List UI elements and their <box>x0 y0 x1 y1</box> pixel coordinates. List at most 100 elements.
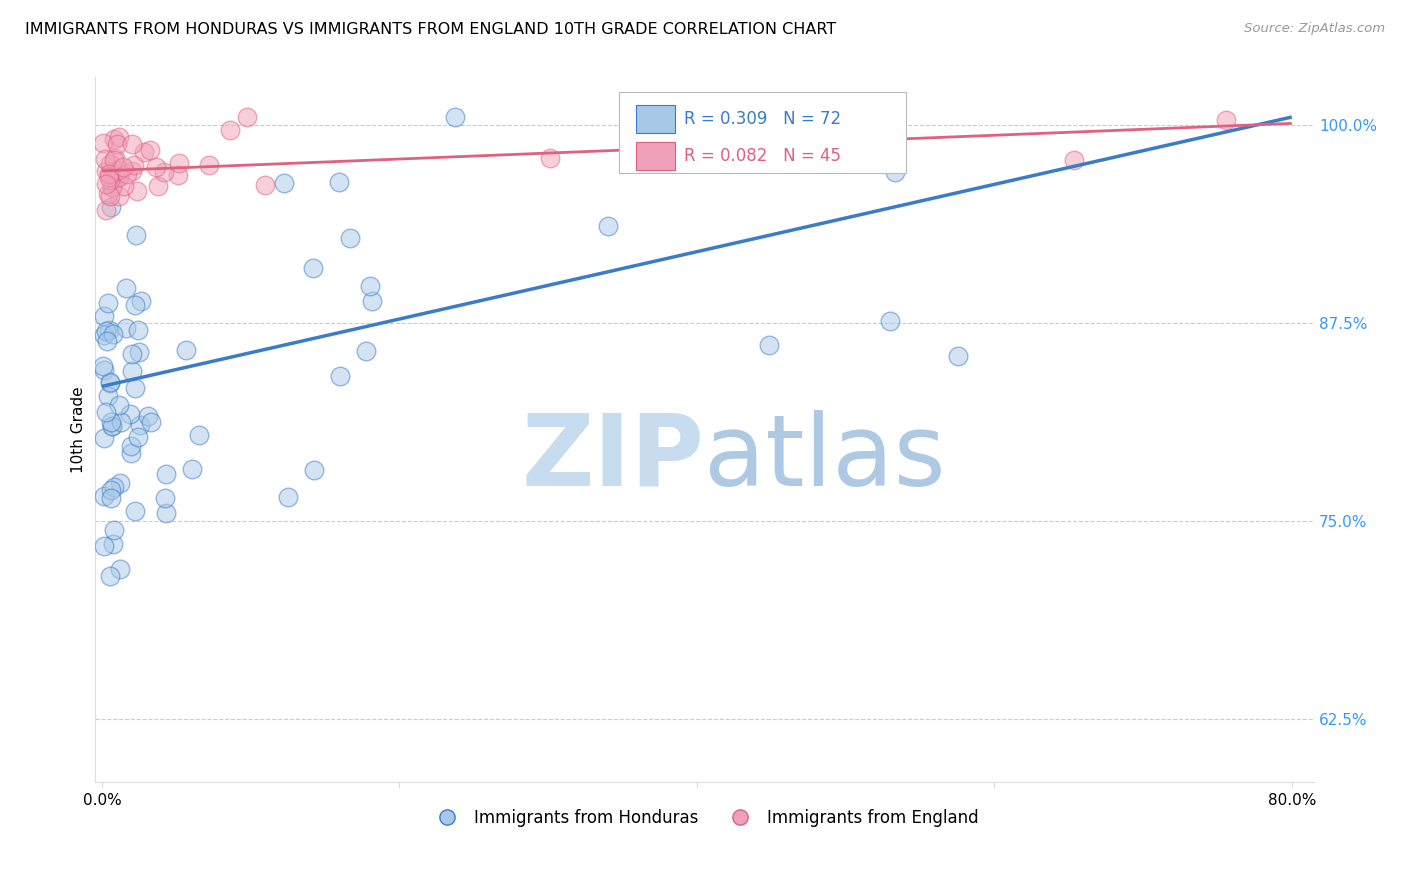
Point <box>596 219 619 233</box>
Point <box>97 296 120 310</box>
Point <box>100 200 122 214</box>
Point <box>120 439 142 453</box>
Point <box>1215 113 1237 128</box>
Point <box>128 344 150 359</box>
Point <box>101 167 124 181</box>
Point <box>301 261 323 276</box>
Point <box>93 431 115 445</box>
Point <box>187 428 209 442</box>
Point <box>103 523 125 537</box>
Point <box>97 169 120 184</box>
FancyBboxPatch shape <box>636 104 675 133</box>
Point <box>93 328 115 343</box>
Point <box>100 483 122 497</box>
Point <box>138 409 160 423</box>
Legend: Immigrants from Honduras, Immigrants from England: Immigrants from Honduras, Immigrants fro… <box>423 803 984 834</box>
Point <box>93 136 115 150</box>
Point <box>110 475 132 490</box>
Point <box>100 376 122 390</box>
Point <box>155 467 177 481</box>
Point <box>96 177 118 191</box>
Text: Source: ZipAtlas.com: Source: ZipAtlas.com <box>1244 22 1385 36</box>
Point <box>98 322 121 336</box>
Point <box>108 189 131 203</box>
Point <box>103 153 125 168</box>
Point <box>110 415 132 429</box>
Point <box>122 158 145 172</box>
Point <box>97 167 120 181</box>
Point <box>97 389 120 403</box>
Point <box>328 175 350 189</box>
Point <box>98 569 121 583</box>
Point <box>253 178 276 192</box>
Point <box>94 152 117 166</box>
Point <box>107 169 129 184</box>
Point <box>762 153 785 168</box>
Point <box>167 156 190 170</box>
Point <box>884 165 907 179</box>
Point <box>329 368 352 383</box>
Point <box>273 176 295 190</box>
Point <box>98 189 121 203</box>
Point <box>96 405 118 419</box>
Point <box>129 293 152 308</box>
Point <box>101 419 124 434</box>
Text: R = 0.082   N = 45: R = 0.082 N = 45 <box>683 147 841 165</box>
Point <box>339 230 361 244</box>
Point <box>101 418 124 433</box>
Point <box>181 461 204 475</box>
Text: ZIP: ZIP <box>522 409 704 507</box>
Point <box>96 334 118 348</box>
Point <box>121 163 143 178</box>
Point <box>153 164 176 178</box>
Point <box>101 180 124 194</box>
Point <box>782 110 804 124</box>
Point <box>100 491 122 505</box>
Point <box>120 446 142 460</box>
Point <box>538 152 561 166</box>
Point <box>124 504 146 518</box>
Point <box>302 463 325 477</box>
Point <box>128 418 150 433</box>
Point <box>115 320 138 334</box>
Point <box>93 310 115 324</box>
Point <box>879 313 901 327</box>
Point <box>104 170 127 185</box>
Point <box>97 186 120 201</box>
Text: IMMIGRANTS FROM HONDURAS VS IMMIGRANTS FROM ENGLAND 10TH GRADE CORRELATION CHART: IMMIGRANTS FROM HONDURAS VS IMMIGRANTS F… <box>25 22 837 37</box>
Point <box>112 160 135 174</box>
Point <box>98 157 121 171</box>
Point <box>117 167 139 181</box>
Point <box>94 325 117 339</box>
Point <box>108 130 131 145</box>
Point <box>101 327 124 342</box>
Text: R = 0.309   N = 72: R = 0.309 N = 72 <box>683 110 841 128</box>
Point <box>444 110 467 124</box>
Point <box>141 415 163 429</box>
Point <box>108 562 131 576</box>
Point <box>219 123 242 137</box>
FancyBboxPatch shape <box>619 92 905 173</box>
Point <box>356 344 378 359</box>
Point <box>121 364 143 378</box>
Point <box>277 490 299 504</box>
Text: atlas: atlas <box>704 409 946 507</box>
Point <box>93 490 115 504</box>
Point <box>758 338 780 352</box>
Point <box>118 407 141 421</box>
Point <box>114 281 136 295</box>
Point <box>235 110 257 124</box>
Point <box>112 179 135 194</box>
Point <box>124 381 146 395</box>
Point <box>146 178 169 193</box>
Point <box>1063 153 1085 167</box>
Point <box>155 506 177 520</box>
Point <box>360 279 382 293</box>
Point <box>198 158 221 172</box>
Point <box>100 415 122 429</box>
Point <box>167 169 190 183</box>
Point <box>121 347 143 361</box>
Point <box>103 132 125 146</box>
Point <box>673 152 696 166</box>
Point <box>174 343 197 357</box>
